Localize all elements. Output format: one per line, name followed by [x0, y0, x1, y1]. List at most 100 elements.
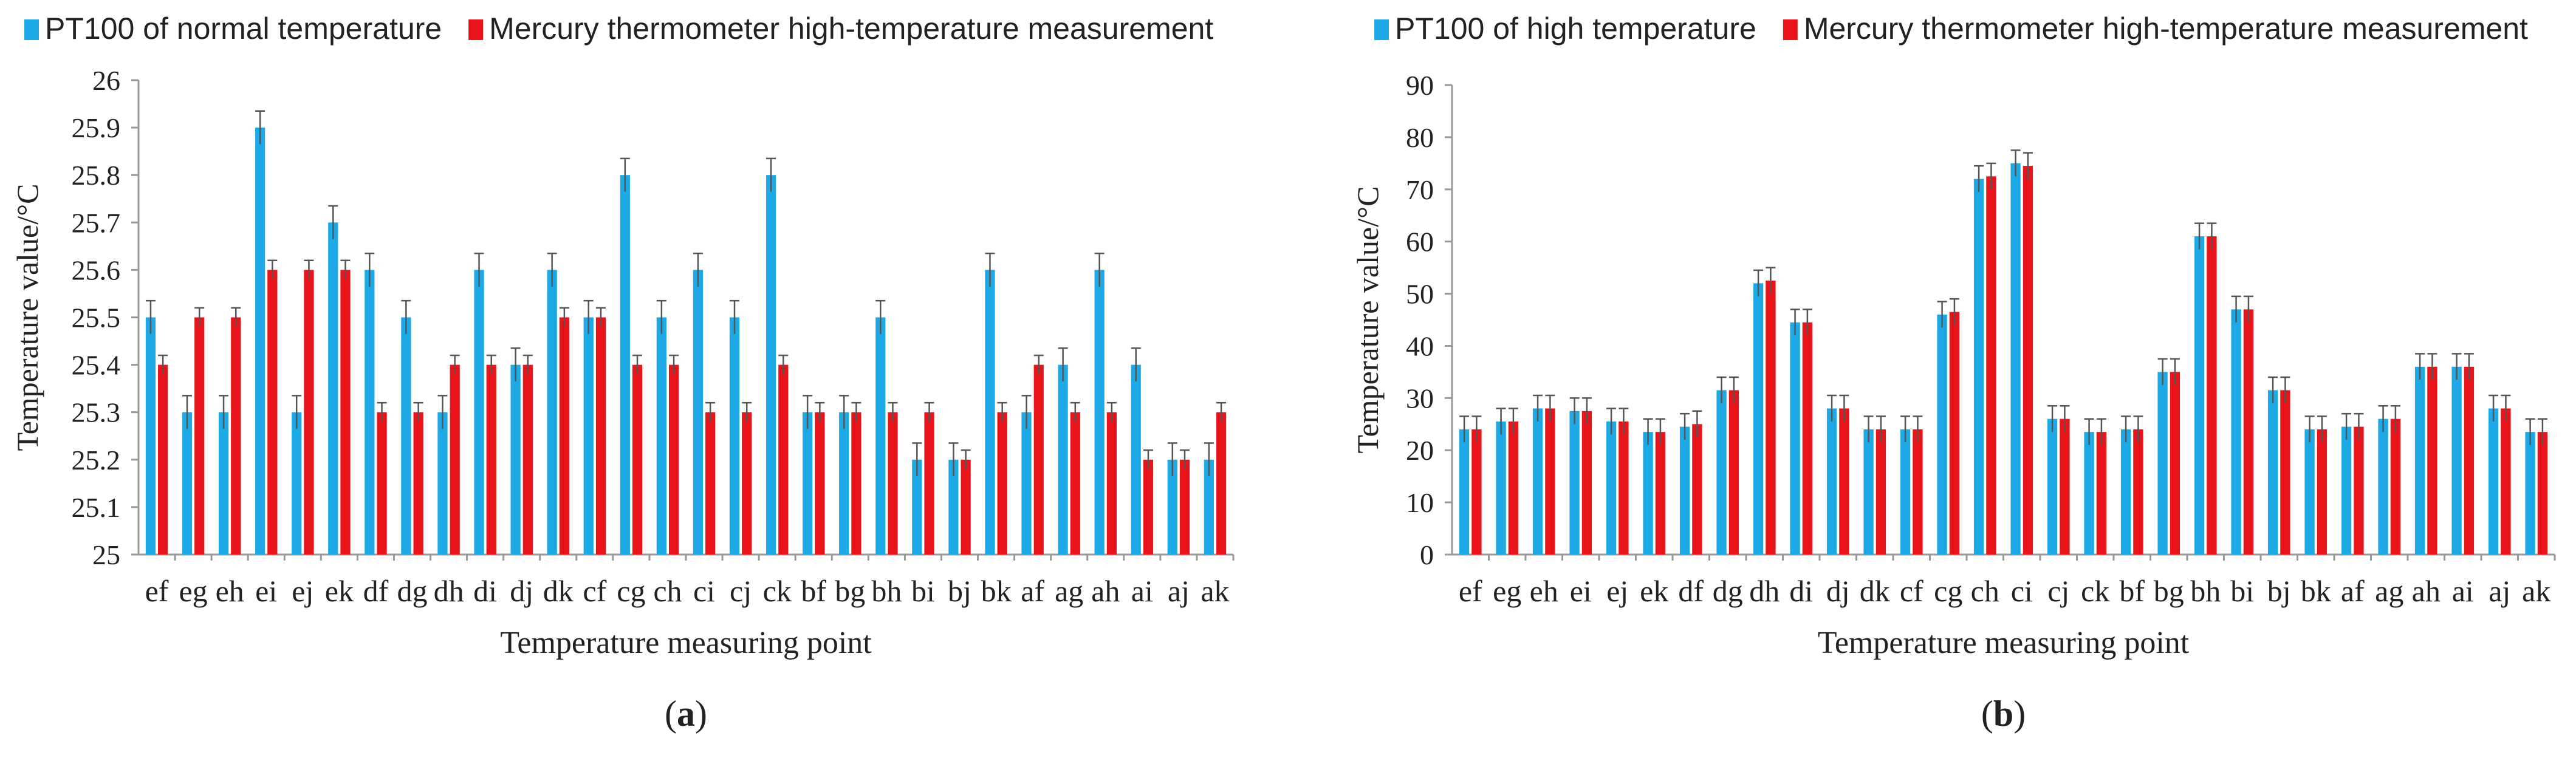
panel-label: (b)	[1981, 694, 2026, 734]
bar-series-b	[1766, 281, 1775, 555]
bar-series-a	[2084, 432, 2094, 555]
bar-series-b	[487, 365, 496, 555]
bar-series-b	[2464, 367, 2474, 555]
y-axis-title: Temperature value/°C	[10, 184, 44, 451]
panel-label: (a)	[665, 694, 707, 734]
x-tick-label: af	[2341, 574, 2365, 608]
bar-series-b	[961, 460, 971, 555]
x-tick-label: bk	[981, 574, 1012, 608]
y-tick-label: 50	[1406, 279, 1434, 310]
bar-series-a	[2451, 367, 2461, 555]
x-tick-label: dg	[1713, 574, 1743, 608]
bar-series-a	[1643, 432, 1653, 555]
bar-series-a	[255, 128, 265, 555]
bar-series-b	[2317, 429, 2327, 555]
y-tick-label: 80	[1406, 122, 1434, 153]
bar-series-a	[1680, 427, 1690, 555]
bar-series-b	[998, 412, 1007, 555]
bar-series-a	[1937, 315, 1947, 555]
y-tick-label: 25.7	[72, 207, 121, 238]
bar-series-b	[1143, 460, 1153, 555]
bar-series-b	[2060, 419, 2069, 555]
legend-swatch	[24, 19, 39, 40]
bar-series-b	[851, 412, 861, 555]
bar-series-a	[437, 412, 447, 555]
bar-series-b	[1107, 412, 1117, 555]
x-tick-label: ck	[2081, 574, 2109, 608]
bar-series-a	[365, 270, 374, 555]
y-tick-label: 26	[92, 65, 120, 96]
y-tick-label: 0	[1420, 539, 1434, 570]
bar-series-a	[766, 175, 776, 555]
x-tick-label: ag	[2375, 574, 2403, 608]
x-tick-label: ej	[292, 574, 313, 608]
x-tick-label: bf	[2119, 574, 2145, 608]
x-tick-label: dh	[434, 574, 464, 608]
bar-series-b	[705, 412, 715, 555]
x-tick-label: ef	[145, 574, 169, 608]
x-tick-label: cf	[1900, 574, 1923, 608]
bar-series-a	[146, 318, 156, 555]
bar-series-a	[985, 270, 995, 555]
bar-series-b	[1216, 412, 1226, 555]
bar-series-b	[377, 412, 386, 555]
y-tick-label: 25	[92, 539, 120, 570]
x-axis-title: Temperature measuring point	[1818, 626, 2190, 660]
x-tick-label: di	[1789, 574, 1813, 608]
x-tick-label: di	[473, 574, 497, 608]
x-tick-label: df	[363, 574, 389, 608]
bar-series-b	[2280, 390, 2290, 555]
y-tick-label: 25.8	[72, 160, 121, 191]
bar-series-a	[2489, 409, 2498, 555]
chart-panel-b: PT100 of high temperature Mercury thermom…	[1351, 12, 2555, 734]
bar-series-a	[219, 412, 228, 555]
y-tick-label: 40	[1406, 330, 1434, 361]
y-tick-label: 25.4	[72, 350, 121, 381]
panel-letter: a	[677, 694, 695, 734]
bar-series-a	[2268, 390, 2278, 555]
bar-series-b	[924, 412, 934, 555]
bar-series-a	[547, 270, 557, 555]
x-tick-label: af	[1021, 574, 1044, 608]
bar-series-a	[1753, 283, 1763, 555]
bar-series-a	[2341, 427, 2351, 555]
legend-label: PT100 of high temperature	[1395, 12, 1756, 46]
bar-series-a	[1900, 429, 1910, 555]
x-tick-label: ai	[2452, 574, 2474, 608]
bar-series-b	[414, 412, 423, 555]
bar-series-b	[2097, 432, 2106, 555]
bar-series-b	[2023, 166, 2033, 555]
bar-series-b	[815, 412, 824, 555]
x-tick-label: ei	[255, 574, 277, 608]
y-tick-label: 25.3	[72, 397, 121, 428]
bar-series-b	[888, 412, 897, 555]
bar-series-b	[1545, 409, 1555, 555]
x-tick-label: dg	[397, 574, 428, 608]
y-tick-label: 10	[1406, 487, 1434, 518]
legend-swatch	[1783, 19, 1798, 40]
x-tick-label: bj	[948, 574, 971, 608]
bar-series-b	[231, 318, 241, 555]
x-tick-label: bk	[2301, 574, 2331, 608]
x-tick-label: ek	[325, 574, 354, 608]
bar-series-b	[560, 318, 569, 555]
bar-series-b	[2244, 309, 2253, 555]
y-tick-label: 90	[1406, 70, 1434, 101]
bar-series-a	[328, 222, 338, 555]
bar-series-a	[1095, 270, 1105, 555]
legend-label: Mercury thermometer high-temperature mea…	[1804, 12, 2528, 46]
bar-series-b	[2391, 419, 2400, 555]
bar-series-a	[1459, 429, 1469, 555]
x-tick-label: ch	[1971, 574, 1999, 608]
bar-series-b	[523, 365, 533, 555]
bar-series-b	[1471, 429, 1481, 555]
bar-series-b	[1034, 365, 1044, 555]
bar-series-b	[596, 318, 606, 555]
x-tick-label: dj	[1826, 574, 1850, 608]
bar-series-a	[2157, 372, 2167, 555]
bar-series-b	[2501, 409, 2510, 555]
bar-series-a	[2121, 429, 2131, 555]
x-tick-label: ei	[1570, 574, 1592, 608]
x-tick-label: ak	[1201, 574, 1229, 608]
x-tick-label: ef	[1459, 574, 1482, 608]
